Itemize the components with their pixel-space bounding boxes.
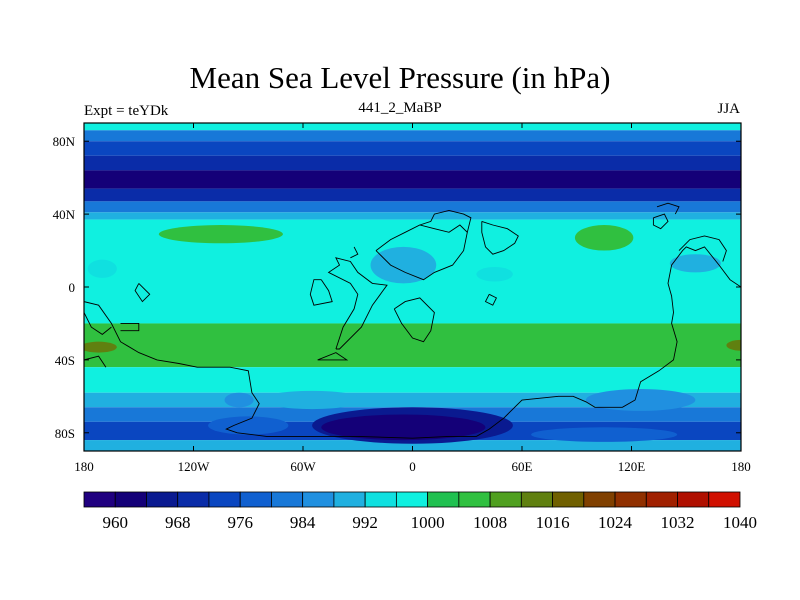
colorbar-swatch <box>614 491 647 508</box>
colorbar-swatch <box>708 491 741 508</box>
colorbar-label: 976 <box>227 513 253 532</box>
chart-title: Mean Sea Level Pressure (in hPa) <box>189 60 611 95</box>
pressure-band <box>84 155 741 171</box>
colorbar-label: 1024 <box>598 513 633 532</box>
x-tick-label: 60E <box>512 459 533 474</box>
colorbar-swatch <box>364 491 397 508</box>
x-tick-label: 60W <box>290 459 316 474</box>
coastline <box>134 283 151 303</box>
colorbar-swatch <box>302 491 335 508</box>
pressure-band <box>84 212 741 220</box>
coastline <box>484 293 498 306</box>
pressure-fill-layer <box>84 123 741 451</box>
pressure-band <box>84 367 741 393</box>
pressure-feature <box>531 427 678 442</box>
x-tick-label: 120E <box>618 459 646 474</box>
y-tick-label: 80N <box>53 134 76 149</box>
pressure-feature <box>669 254 721 273</box>
colorbar-label: 984 <box>290 513 316 532</box>
coastline <box>84 355 107 368</box>
colorbar-label: 992 <box>352 513 378 532</box>
pressure-band <box>84 141 741 156</box>
coastline <box>652 213 669 230</box>
pressure-band <box>84 323 741 368</box>
colorbar-swatch <box>552 491 585 508</box>
pressure-feature <box>574 225 634 251</box>
pressure-feature <box>321 414 486 441</box>
colorbar-swatch <box>395 491 429 508</box>
colorbar-swatch <box>333 491 366 508</box>
season-label: JJA <box>717 101 740 117</box>
coastline <box>120 322 140 332</box>
colorbar-swatch <box>520 491 553 508</box>
pressure-feature <box>208 416 289 435</box>
pressure-band <box>84 130 741 142</box>
pressure-band <box>84 188 741 202</box>
coastline <box>309 279 333 306</box>
pressure-band <box>84 170 741 189</box>
colorbar-label: 1008 <box>473 513 507 532</box>
pressure-band <box>84 440 741 451</box>
colorbar-swatch <box>114 491 147 508</box>
colorbar-swatch <box>677 491 710 508</box>
coastline <box>350 246 359 259</box>
colorbar-swatch <box>177 491 210 508</box>
y-tick-label: 0 <box>69 280 76 295</box>
coastline <box>678 235 727 262</box>
colorbar-swatch <box>83 491 116 508</box>
colorbar-swatch <box>271 491 304 508</box>
colorbar-swatch <box>645 491 678 508</box>
coastline <box>327 257 388 350</box>
coastline <box>317 352 349 361</box>
run-label: 441_2_MaBP <box>358 100 442 116</box>
coastline <box>84 246 741 439</box>
colorbar-swatch <box>583 491 616 508</box>
coastline <box>393 297 435 343</box>
x-tick-label: 180 <box>731 459 751 474</box>
axes-layer: 180 120W 60W 0 60E 120E 180 80N 40N 0 40S 80S <box>53 123 751 474</box>
pressure-feature <box>585 389 696 411</box>
y-tick-label: 40N <box>53 207 76 222</box>
x-tick-label: 120W <box>178 459 211 474</box>
pressure-feature <box>370 246 437 284</box>
pressure-feature <box>726 339 741 351</box>
colorbar-label: 1040 <box>723 513 757 532</box>
pressure-feature <box>158 225 283 244</box>
colorbar-swatch <box>427 491 460 508</box>
colorbar-swatch <box>489 491 522 508</box>
experiment-label: Expt = teYDk <box>84 103 169 119</box>
pressure-feature <box>224 392 254 408</box>
x-tick-label: 0 <box>409 459 416 474</box>
coastline <box>84 312 112 335</box>
coastline <box>656 202 680 215</box>
colorbar: 960 968 976 984 992 1000 1008 1016 1024 1032 1040 <box>83 491 757 532</box>
coastline <box>419 210 472 233</box>
pressure-feature <box>84 341 117 353</box>
pressure-feature <box>261 390 364 410</box>
coastline <box>481 220 519 255</box>
y-tick-label: 40S <box>55 353 75 368</box>
pressure-feature <box>476 266 513 282</box>
colorbar-label: 1000 <box>411 513 445 532</box>
colorbar-swatch <box>146 491 179 508</box>
colorbar-swatch <box>208 491 241 508</box>
colorbar-label: 960 <box>102 513 128 532</box>
pressure-band <box>84 201 741 213</box>
colorbar-swatch <box>458 491 491 508</box>
colorbar-label: 1016 <box>536 513 570 532</box>
colorbar-label: 968 <box>165 513 191 532</box>
colorbar-label: 1032 <box>661 513 695 532</box>
y-tick-label: 80S <box>55 426 75 441</box>
colorbar-swatch <box>239 491 272 508</box>
pressure-feature <box>87 259 117 278</box>
coastline-layer <box>84 202 741 439</box>
x-tick-label: 180 <box>74 459 94 474</box>
